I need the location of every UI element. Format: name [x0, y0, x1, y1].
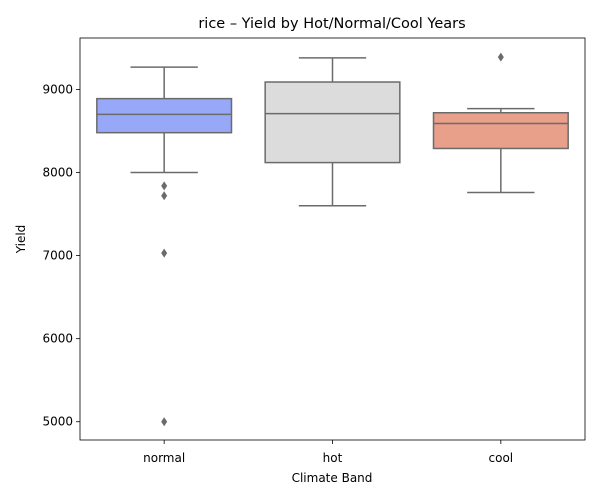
x-tick-label-cool: cool [489, 451, 514, 465]
iqr-box [96, 97, 233, 134]
outlier-point [161, 181, 168, 191]
y-tick-label: 5000 [42, 415, 73, 429]
outlier-point [161, 417, 168, 427]
x-tick-label-normal: normal [143, 451, 185, 465]
outlier-point [497, 52, 504, 62]
x-axis-label: Climate Band [292, 471, 373, 485]
x-tick-label-hot: hot [323, 451, 343, 465]
outlier-point [161, 191, 168, 201]
y-tick-label: 8000 [42, 166, 73, 180]
x-axis: normal hot cool [143, 440, 513, 465]
y-axis: 5000 6000 7000 8000 9000 [42, 82, 80, 429]
iqr-box [264, 81, 401, 164]
y-tick-label: 7000 [42, 249, 73, 263]
y-axis-label: Yield [14, 225, 28, 255]
y-tick-label: 9000 [42, 82, 73, 96]
box-group-normal [96, 66, 233, 427]
box-group-cool [432, 52, 569, 194]
plot-area [96, 52, 569, 427]
y-tick-label: 6000 [42, 332, 73, 346]
box-group-hot [264, 57, 401, 207]
iqr-box [432, 112, 569, 150]
outlier-point [161, 248, 168, 258]
chart-title: rice – Yield by Hot/Normal/Cool Years [198, 16, 465, 32]
